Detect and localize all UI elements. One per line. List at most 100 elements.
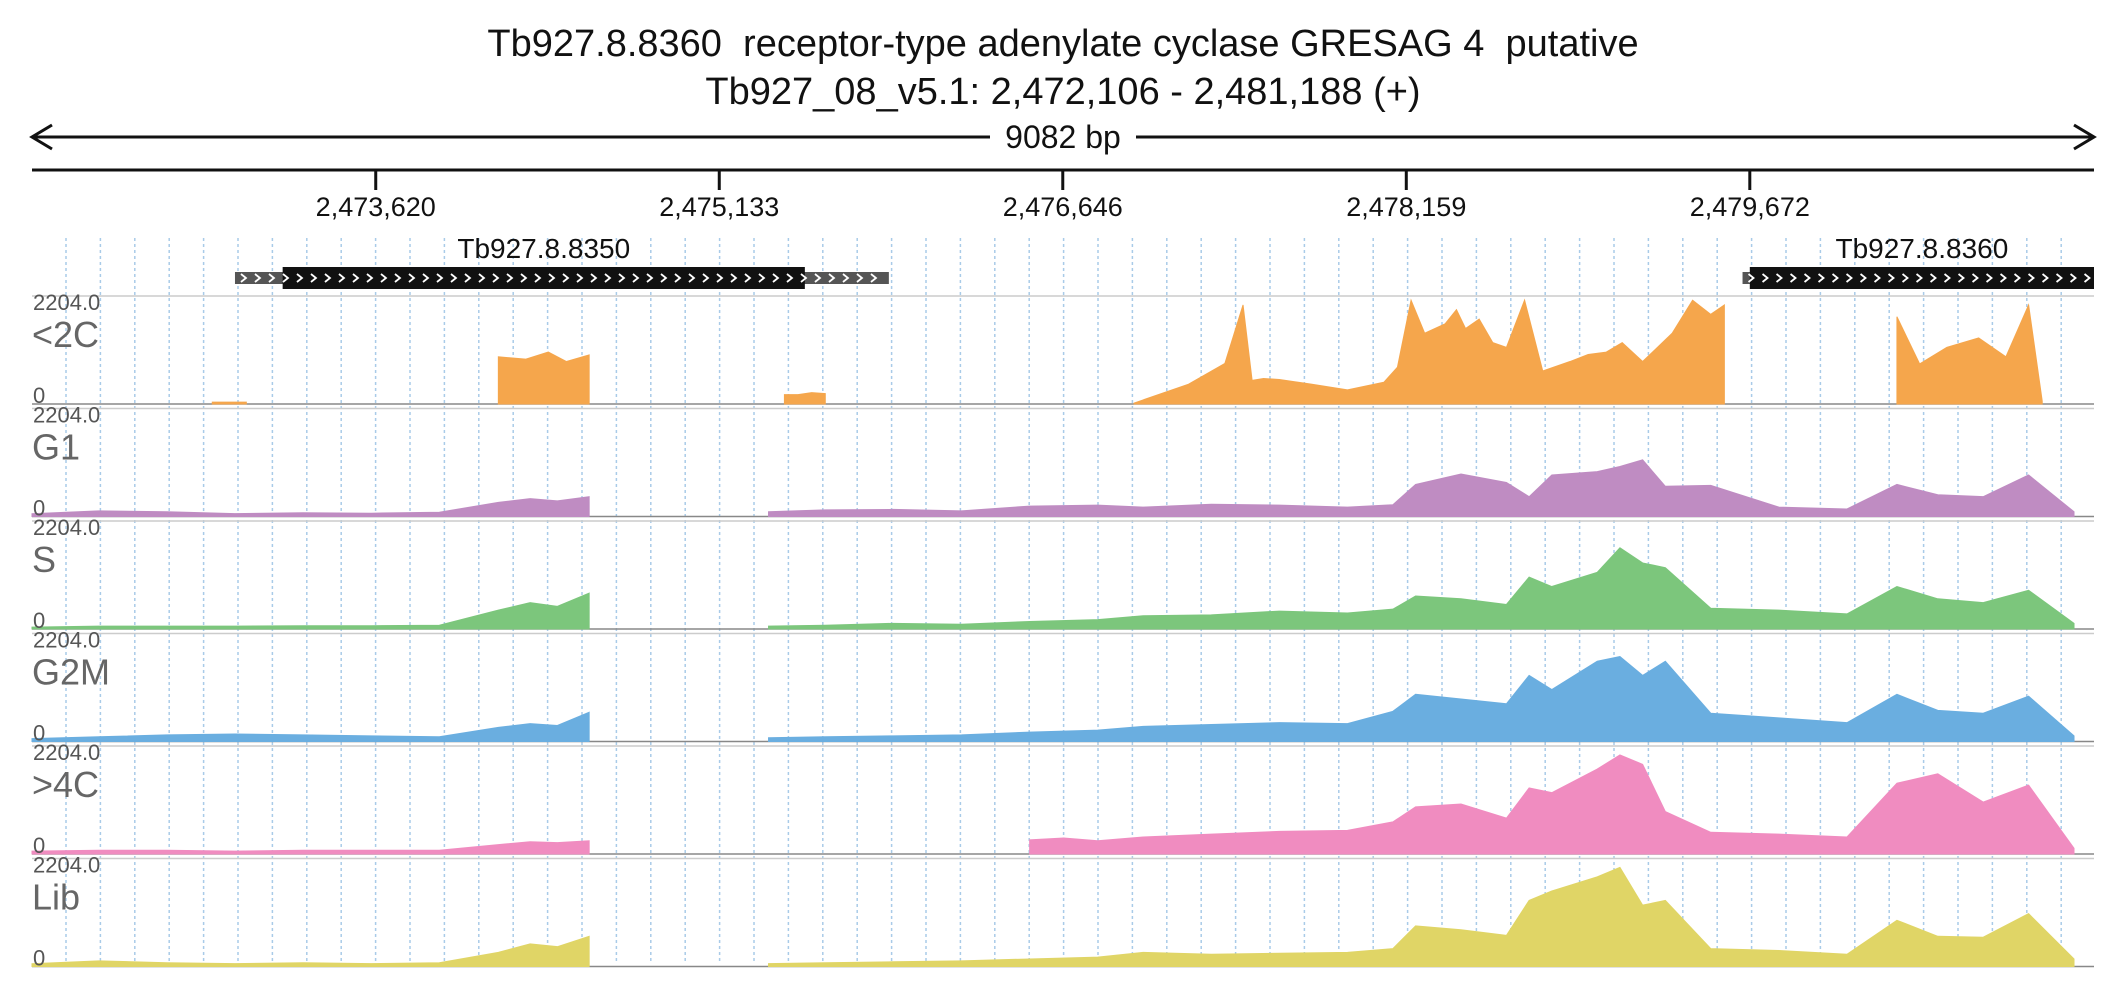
track-max-label: 2204.0 bbox=[33, 515, 100, 540]
strand-arrow-icon bbox=[450, 273, 458, 283]
gene-track: Tb927.8.8350 Tb927.8.8360 bbox=[234, 233, 2094, 289]
strand-arrow-icon bbox=[702, 273, 710, 283]
strand-arrow-icon bbox=[534, 273, 542, 283]
coverage-area bbox=[768, 547, 2075, 630]
strand-arrow-icon bbox=[1817, 273, 1825, 283]
strand-arrow-icon bbox=[338, 273, 346, 283]
x-tick-label: 2,479,672 bbox=[1690, 192, 1810, 222]
strand-arrow-icon bbox=[1775, 273, 1783, 283]
strand-arrow-icon bbox=[464, 273, 472, 283]
strand-arrow-icon bbox=[814, 273, 822, 283]
track-name: G2M bbox=[32, 652, 110, 693]
strand-arrow-icon bbox=[1747, 273, 1755, 283]
strand-arrow-icon bbox=[282, 273, 290, 283]
title-block: Tb927.8.8360 receptor-type adenylate cyc… bbox=[0, 20, 2126, 116]
track-2C: 2204.0<2C 0 bbox=[32, 290, 2094, 408]
strand-arrow-icon bbox=[2083, 273, 2091, 283]
coverage-area bbox=[31, 496, 590, 517]
track-max-label: 2204.0 bbox=[33, 740, 100, 765]
strand-arrow-icon bbox=[1845, 273, 1853, 283]
track-min-label: 0 bbox=[33, 946, 45, 971]
track-max-label: 2204.0 bbox=[33, 403, 100, 428]
track-min-label: 0 bbox=[33, 608, 45, 633]
strand-arrow-icon bbox=[520, 273, 528, 283]
coverage-area bbox=[497, 351, 590, 405]
strand-arrow-icon bbox=[366, 273, 374, 283]
span-label: 9082 bp bbox=[1005, 119, 1121, 155]
strand-arrow-icon bbox=[1915, 273, 1923, 283]
coverage-area bbox=[31, 935, 590, 967]
coverage-area bbox=[1896, 303, 2043, 405]
strand-arrow-icon bbox=[1761, 273, 1769, 283]
strand-arrow-icon bbox=[548, 273, 556, 283]
strand-arrow-icon bbox=[254, 273, 262, 283]
coverage-area bbox=[31, 711, 590, 742]
strand-arrow-icon bbox=[730, 273, 738, 283]
strand-arrow-icon bbox=[786, 273, 794, 283]
x-tick-label: 2,476,646 bbox=[1003, 192, 1123, 222]
track-min-label: 0 bbox=[33, 721, 45, 746]
strand-arrow-icon bbox=[632, 273, 640, 283]
track-name: G1 bbox=[32, 427, 80, 468]
coverage-area bbox=[1029, 754, 2075, 855]
track-4C: 2204.0>4C 0 bbox=[31, 740, 2094, 858]
strand-arrow-icon bbox=[1789, 273, 1797, 283]
coverage-area bbox=[211, 401, 247, 405]
strand-arrow-icon bbox=[492, 273, 500, 283]
gene-label: Tb927.8.8350 bbox=[457, 233, 630, 264]
track-name: <2C bbox=[32, 314, 99, 355]
coverage-area bbox=[31, 840, 590, 855]
chart-subtitle: Tb927_08_v5.1: 2,472,106 - 2,481,188 (+) bbox=[705, 71, 1421, 113]
strand-arrow-icon bbox=[562, 273, 570, 283]
strand-arrow-icon bbox=[604, 273, 612, 283]
coordinate-ticks: 2,473,620 2,475,133 2,476,646 2,478,159 2,47… bbox=[316, 170, 1810, 222]
strand-arrow-icon bbox=[408, 273, 416, 283]
strand-arrow-icon bbox=[800, 273, 808, 283]
strand-arrow-icon bbox=[296, 273, 304, 283]
strand-arrow-icon bbox=[1873, 273, 1881, 283]
strand-arrow-icon bbox=[436, 273, 444, 283]
strand-arrow-icon bbox=[1985, 273, 1993, 283]
strand-arrow-icon bbox=[2041, 273, 2049, 283]
strand-arrow-icon bbox=[2013, 273, 2021, 283]
strand-arrow-icon bbox=[2069, 273, 2077, 283]
strand-arrow-icon bbox=[1831, 273, 1839, 283]
strand-arrow-icon bbox=[1929, 273, 1937, 283]
strand-arrow-icon bbox=[688, 273, 696, 283]
strand-arrow-icon bbox=[1957, 273, 1965, 283]
track-S: 2204.0S 0 bbox=[31, 515, 2094, 633]
strand-arrow-icon bbox=[716, 273, 724, 283]
strand-arrow-icon bbox=[576, 273, 584, 283]
track-max-label: 2204.0 bbox=[33, 628, 100, 653]
coverage-tracks: 2204.0<2C02204.0G102204.0S02204.0G2M0220… bbox=[31, 290, 2094, 971]
strand-arrow-icon bbox=[1943, 273, 1951, 283]
arrow-left-icon bbox=[29, 123, 53, 151]
strand-arrow-icon bbox=[744, 273, 752, 283]
strand-arrow-icon bbox=[1901, 273, 1909, 283]
track-G1: 2204.0G1 0 bbox=[31, 403, 2094, 521]
strand-arrow-icon bbox=[506, 273, 514, 283]
strand-arrow-icon bbox=[240, 273, 248, 283]
strand-arrow-icon bbox=[310, 273, 318, 283]
coverage-area bbox=[768, 656, 2075, 742]
x-tick-label: 2,478,159 bbox=[1346, 192, 1466, 222]
strand-arrow-icon bbox=[618, 273, 626, 283]
strand-arrow-icon bbox=[1971, 273, 1979, 283]
strand-arrow-icon bbox=[422, 273, 430, 283]
track-max-label: 2204.0 bbox=[33, 290, 100, 315]
track-min-label: 0 bbox=[33, 833, 45, 858]
strand-arrow-icon bbox=[772, 273, 780, 283]
x-tick-label: 2,475,133 bbox=[659, 192, 779, 222]
coverage-area bbox=[1133, 298, 1725, 405]
strand-arrow-icon bbox=[380, 273, 388, 283]
strand-arrow-icon bbox=[352, 273, 360, 283]
strand-arrow-icon bbox=[394, 273, 402, 283]
track-name: Lib bbox=[32, 877, 80, 918]
track-name: S bbox=[32, 539, 56, 580]
strand-arrow-icon bbox=[870, 273, 878, 283]
strand-arrow-icon bbox=[674, 273, 682, 283]
coverage-area bbox=[768, 459, 2075, 517]
chart-title: Tb927.8.8360 receptor-type adenylate cyc… bbox=[487, 23, 1639, 65]
gene-cds bbox=[282, 267, 805, 289]
